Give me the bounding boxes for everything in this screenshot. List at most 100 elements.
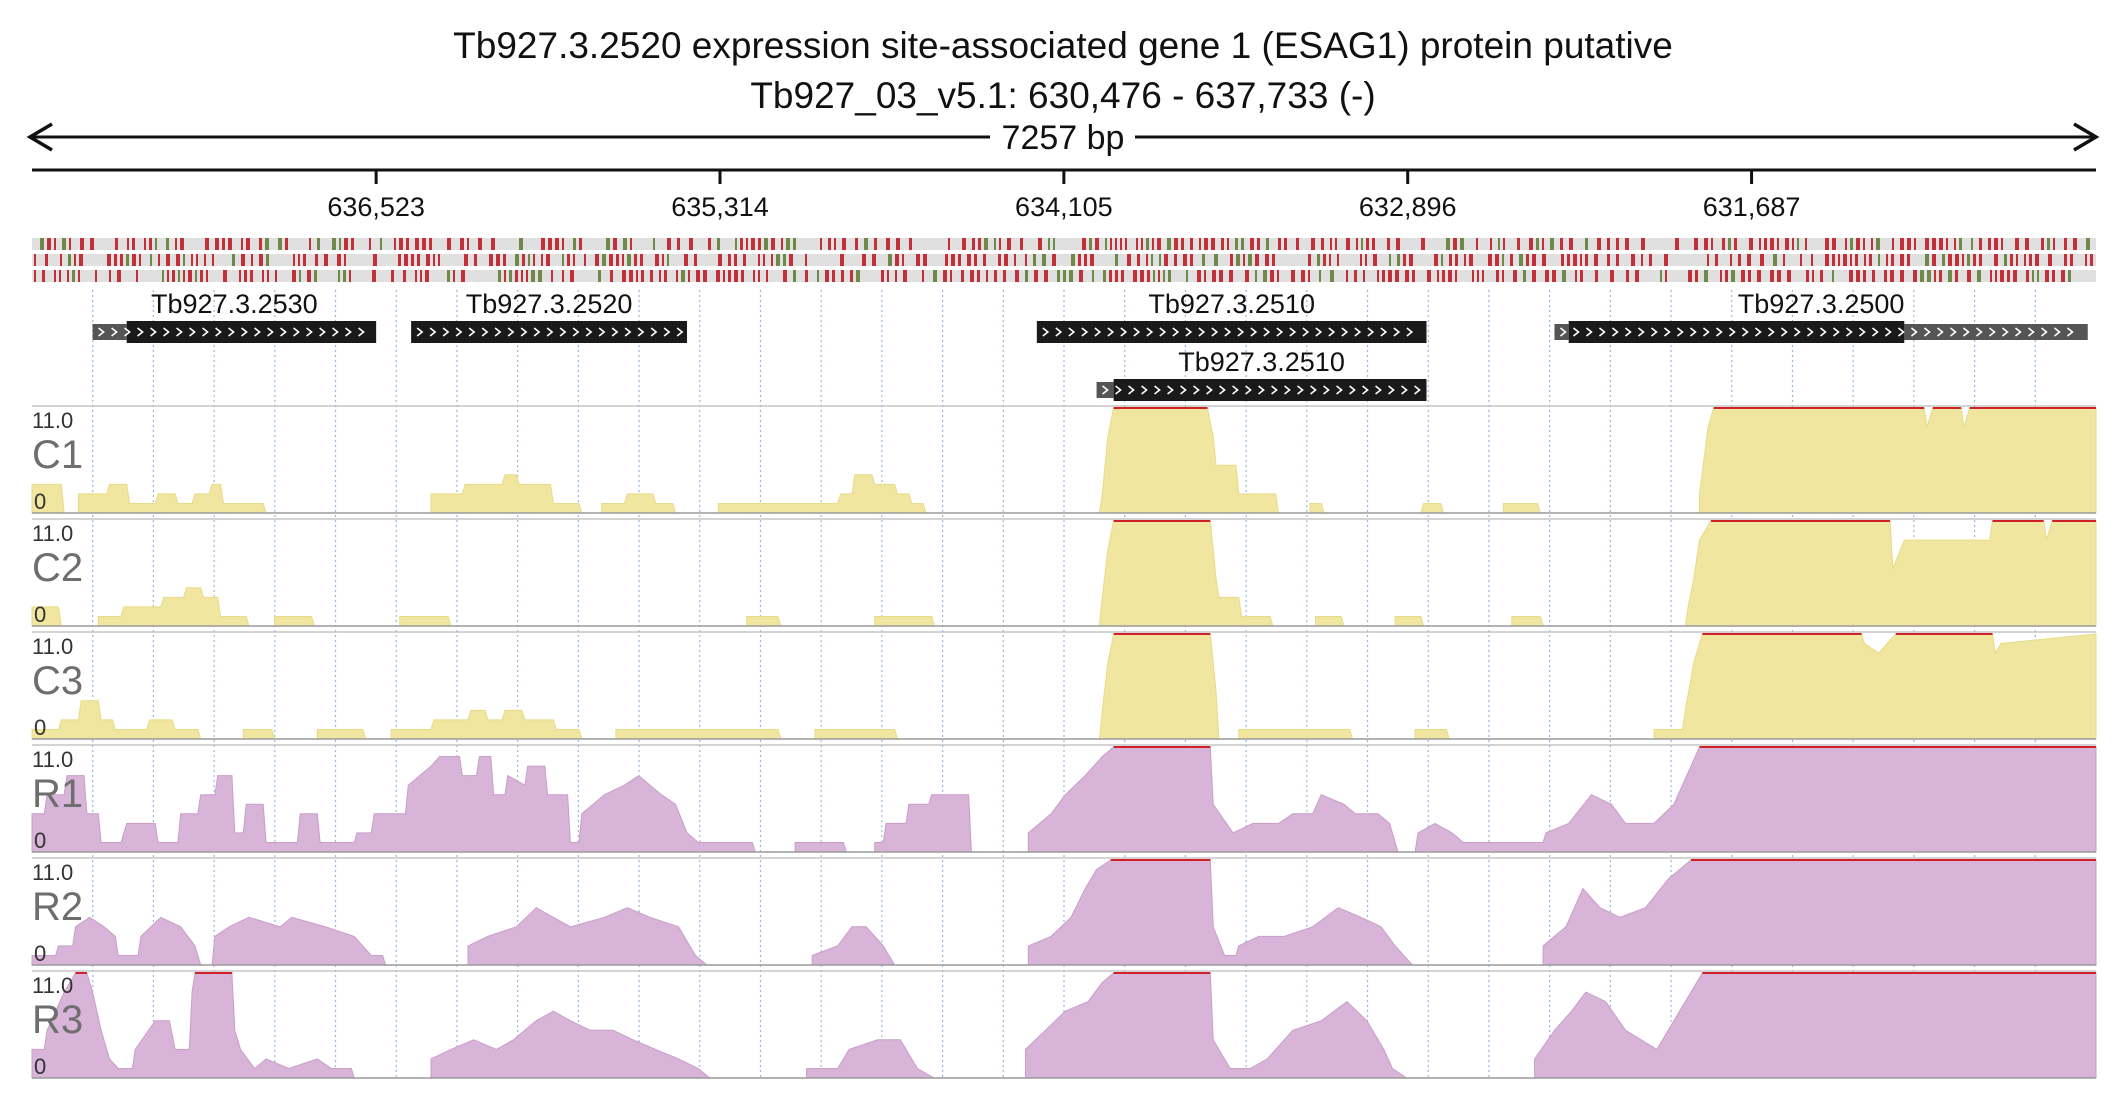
variant-mark bbox=[1845, 238, 1847, 250]
variant-mark bbox=[1434, 254, 1438, 266]
variant-mark bbox=[951, 254, 955, 266]
variant-mark bbox=[1725, 270, 1728, 282]
variant-mark bbox=[805, 254, 807, 266]
strand-arrow-icon bbox=[293, 327, 300, 337]
strand-arrow-icon bbox=[676, 327, 684, 337]
track-max-label: 11.0 bbox=[32, 860, 73, 885]
variant-mark bbox=[1954, 238, 1956, 250]
variant-mark bbox=[1635, 270, 1639, 282]
variant-mark bbox=[1354, 270, 1357, 282]
variant-mark bbox=[994, 238, 996, 250]
variant-mark bbox=[1270, 270, 1274, 282]
variant-mark bbox=[2016, 254, 2018, 266]
variant-mark bbox=[728, 254, 731, 266]
variant-mark bbox=[734, 270, 738, 282]
variant-mark bbox=[1151, 254, 1153, 266]
variant-mark bbox=[1675, 238, 1679, 250]
strand-arrow-icon bbox=[1388, 385, 1395, 395]
variant-mark bbox=[1825, 254, 1829, 266]
strand-arrow-icon bbox=[124, 327, 131, 337]
variant-mark bbox=[1427, 270, 1431, 282]
strand-arrow-icon bbox=[598, 327, 606, 337]
variant-mark bbox=[1869, 254, 1872, 266]
variant-mark bbox=[1308, 270, 1310, 282]
variant-mark bbox=[1204, 270, 1206, 282]
strand-arrow-icon bbox=[202, 327, 209, 337]
track-R3: 11.0 0 R3 bbox=[31, 970, 2097, 1079]
variant-mark bbox=[373, 254, 377, 266]
variant-mark bbox=[292, 270, 296, 282]
strand-arrow-icon bbox=[1297, 385, 1304, 395]
variant-mark bbox=[664, 270, 667, 282]
track-R1: 11.0 0 R1 bbox=[31, 744, 2097, 853]
variant-mark bbox=[886, 238, 890, 250]
variant-mark bbox=[1542, 254, 1546, 266]
variant-mark bbox=[994, 270, 997, 282]
variant-mark bbox=[684, 254, 688, 266]
variant-mark bbox=[984, 238, 988, 250]
variant-mark bbox=[526, 270, 528, 282]
variant-mark bbox=[595, 254, 599, 266]
strand-arrow-icon bbox=[1224, 327, 1232, 337]
variant-mark bbox=[613, 238, 617, 250]
gene-label: Tb927.3.2510 bbox=[1148, 289, 1315, 319]
variant-mark bbox=[958, 254, 961, 266]
strand-arrow-icon bbox=[1559, 327, 1567, 337]
variant-mark bbox=[1843, 254, 1847, 266]
strand-arrow-icon bbox=[241, 327, 248, 337]
strand-arrow-icon bbox=[494, 327, 502, 337]
variant-mark bbox=[415, 270, 417, 282]
variant-mark bbox=[1785, 238, 1789, 250]
variant-mark bbox=[1464, 254, 1466, 266]
strand-arrow-icon bbox=[1767, 327, 1775, 337]
variant-mark bbox=[298, 254, 300, 266]
strand-arrow-icon bbox=[1310, 385, 1317, 395]
variant-mark bbox=[324, 254, 328, 266]
variant-mark bbox=[332, 238, 336, 250]
variant-mark bbox=[689, 238, 693, 250]
track-C1: 11.0 0 C1 bbox=[31, 405, 2097, 514]
variant-mark bbox=[972, 238, 975, 250]
variant-mark bbox=[1503, 238, 1505, 250]
coverage-area-R3 bbox=[31, 972, 2097, 1079]
variant-mark bbox=[933, 270, 937, 282]
variant-mark bbox=[562, 238, 564, 250]
variant-mark bbox=[743, 254, 746, 266]
variant-mark bbox=[1825, 238, 1829, 250]
variant-mark bbox=[433, 254, 435, 266]
variant-mark bbox=[872, 254, 876, 266]
variant-mark bbox=[278, 238, 282, 250]
variant-mark bbox=[2001, 238, 2003, 250]
variant-mark bbox=[228, 238, 232, 250]
variant-mark bbox=[1641, 254, 1643, 266]
variant-mark bbox=[303, 254, 306, 266]
variant-mark bbox=[132, 238, 135, 250]
variant-mark bbox=[223, 270, 227, 282]
variant-mark bbox=[718, 254, 722, 266]
variant-mark bbox=[107, 254, 111, 266]
strand-arrow-icon bbox=[1910, 327, 1918, 337]
variant-mark bbox=[746, 238, 748, 250]
variant-mark bbox=[1482, 270, 1484, 282]
track-min-label: 0 bbox=[34, 1054, 46, 1079]
variant-mark bbox=[856, 270, 860, 282]
variant-mark bbox=[1838, 254, 1840, 266]
strand-arrow-icon bbox=[1263, 327, 1271, 337]
variant-mark bbox=[175, 238, 177, 250]
variant-mark bbox=[1387, 238, 1390, 250]
variant-mark bbox=[1939, 238, 1943, 250]
variant-mark bbox=[783, 270, 787, 282]
variant-mark bbox=[1770, 238, 1774, 250]
variant-mark bbox=[72, 270, 75, 282]
strand-arrow-icon bbox=[1336, 385, 1343, 395]
variant-mark bbox=[132, 254, 136, 266]
strand-arrow-icon bbox=[1167, 385, 1174, 395]
strand-arrow-icon bbox=[572, 327, 580, 337]
variant-mark bbox=[1567, 254, 1570, 266]
variant-mark bbox=[144, 238, 146, 250]
variant-mark bbox=[551, 270, 553, 282]
strand-arrow-icon bbox=[1115, 385, 1122, 395]
variant-mark bbox=[786, 238, 790, 250]
variant-mark bbox=[1202, 254, 1205, 266]
variant-mark bbox=[1738, 254, 1741, 266]
